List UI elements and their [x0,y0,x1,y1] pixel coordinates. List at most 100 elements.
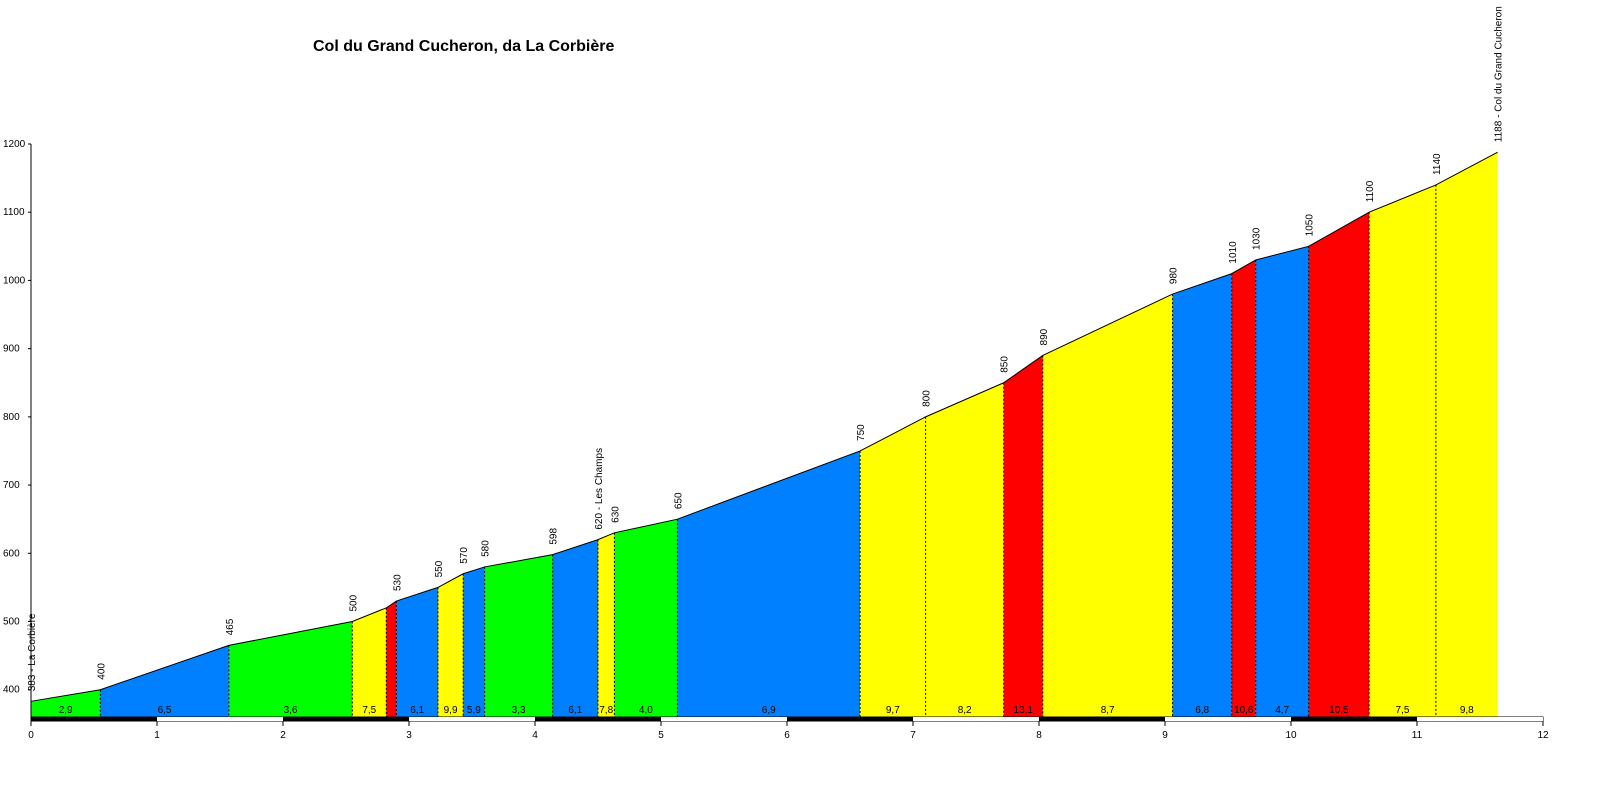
altitude-label: 750 [856,424,867,441]
x-tick-label: 3 [406,730,412,741]
km-bar-block [1102,717,1165,721]
grade-label: 6,5 [158,705,172,716]
km-bar-block [1354,717,1417,721]
altitude-label: 1010 [1228,241,1239,264]
altitude-label: 400 [96,663,107,680]
y-tick-label: 800 [3,412,20,423]
gradient-segment [598,532,615,717]
km-bar-block [724,717,787,721]
grade-label: 6,1 [410,705,424,716]
gradient-segment [100,645,229,717]
km-bar-block [787,717,850,721]
grade-label: 4,7 [1275,705,1289,716]
altitude-label: 1140 [1432,153,1443,175]
gradient-segment [31,689,101,717]
grade-label: 4,0 [639,705,653,716]
gradient-segments [31,152,1498,718]
km-scale-bar [30,716,1544,722]
altitude-label: 580 [481,540,492,557]
grade-label: 5,9 [467,705,481,716]
altitude-label: 465 [225,618,236,635]
km-bar-block [535,717,598,721]
gradient-segment [386,601,397,717]
km-bar-block [913,717,976,721]
km-bar-block [283,717,346,721]
x-tick-label: 11 [1412,730,1423,741]
altitude-label: 598 [549,528,560,545]
grade-label: 9,8 [1460,705,1474,716]
grade-labels: 2,9 6,5 3,6 7,5 6,1 9,9 5,9 3,3 6,1 7,8 4,0 6,9 9,7 8… [59,705,1474,716]
x-tick-label: 7 [910,730,916,741]
x-tick-label: 6 [784,730,790,741]
altitude-label: 500 [348,594,359,611]
gradient-segment [1003,355,1043,717]
y-tick-label: 900 [3,344,20,355]
altitude-label: 800 [922,390,933,407]
segment-dividers [99,184,1437,717]
km-bar-block [661,717,724,721]
km-bar-block [220,717,283,721]
grade-label: 13,1 [1014,705,1034,716]
x-tick-label: 8 [1036,730,1042,741]
gradient-segment [1255,246,1309,718]
km-bar-block [346,717,409,721]
chart-title: Col du Grand Cucheron, da La Corbière [313,38,615,55]
grade-label: 6,8 [1195,705,1209,716]
altitude-label: 980 [1169,267,1180,284]
x-axis: 0 1 2 3 4 5 6 7 8 9 10 11 12 [28,721,1549,741]
gradient-segment [1231,259,1256,717]
grade-label: 6,1 [568,705,582,716]
gradient-segment [1369,184,1436,717]
profile-outline [30,151,1498,702]
x-tick-label: 0 [28,730,34,741]
altitude-label: 383 - La Corbière [27,613,38,691]
altitude-label: 890 [1039,328,1050,345]
altitude-label: 1050 [1305,214,1316,237]
x-tick-label: 4 [532,730,538,741]
grade-label: 8,7 [1101,705,1115,716]
grade-label: 7,8 [599,705,613,716]
km-bar-block [1417,717,1480,721]
gradient-segment [1435,152,1498,717]
grade-label: 9,9 [444,705,458,716]
gradient-segment [552,539,598,717]
grade-label: 3,6 [284,705,298,716]
grade-label: 7,5 [362,705,376,716]
y-tick-label: 700 [3,480,20,491]
y-tick-label: 400 [3,685,20,696]
x-tick-label: 10 [1285,730,1297,741]
km-bar-block [157,717,220,721]
gradient-segment [677,450,861,717]
y-tick-label: 500 [3,617,20,628]
x-tick-label: 2 [280,730,286,741]
gradient-segment [925,382,1004,717]
x-tick-label: 1 [154,730,160,741]
altitude-label: 1100 [1365,180,1376,202]
grade-label: 6,9 [762,705,776,716]
km-bar-block [409,717,472,721]
grade-label: 2,9 [59,705,73,716]
altitude-label: 1188 - Col du Grand Cucheron [1494,6,1505,142]
y-tick-label: 1100 [3,207,25,218]
altitude-label: 1030 [1252,227,1263,250]
km-bar-block [850,717,913,721]
km-bar-block [1165,717,1228,721]
grade-label: 7,5 [1396,705,1410,716]
grade-label: 8,2 [958,705,972,716]
km-bar-block [598,717,661,721]
gradient-segment [396,587,438,717]
grade-label: 10,5 [1329,705,1349,716]
km-bar-block [31,717,94,721]
gradient-segment [1308,212,1370,717]
gradient-segment [484,554,553,717]
grade-label: 3,3 [512,705,526,716]
altitude-labels: 383 - La Corbière 400 465 500 530 550 570 580 59… [27,6,1505,691]
altitude-label: 630 [610,506,621,523]
x-tick-label: 5 [658,730,664,741]
altitude-label: 650 [673,492,684,509]
y-tick-label: 1000 [3,275,26,286]
x-tick-label: 12 [1537,730,1549,741]
altitude-label: 550 [434,560,445,577]
gradient-segment [1042,294,1173,717]
